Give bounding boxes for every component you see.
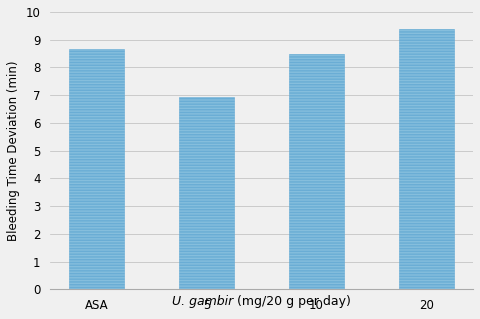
Bar [399, 29, 454, 289]
Bar [289, 54, 344, 289]
Bar [69, 49, 124, 289]
Bar [179, 97, 234, 289]
Text: U. gambir: U. gambir [172, 295, 233, 308]
Text: (mg/20 g per day): (mg/20 g per day) [233, 295, 351, 308]
Y-axis label: Bleeding Time Deviation (min): Bleeding Time Deviation (min) [7, 60, 20, 241]
